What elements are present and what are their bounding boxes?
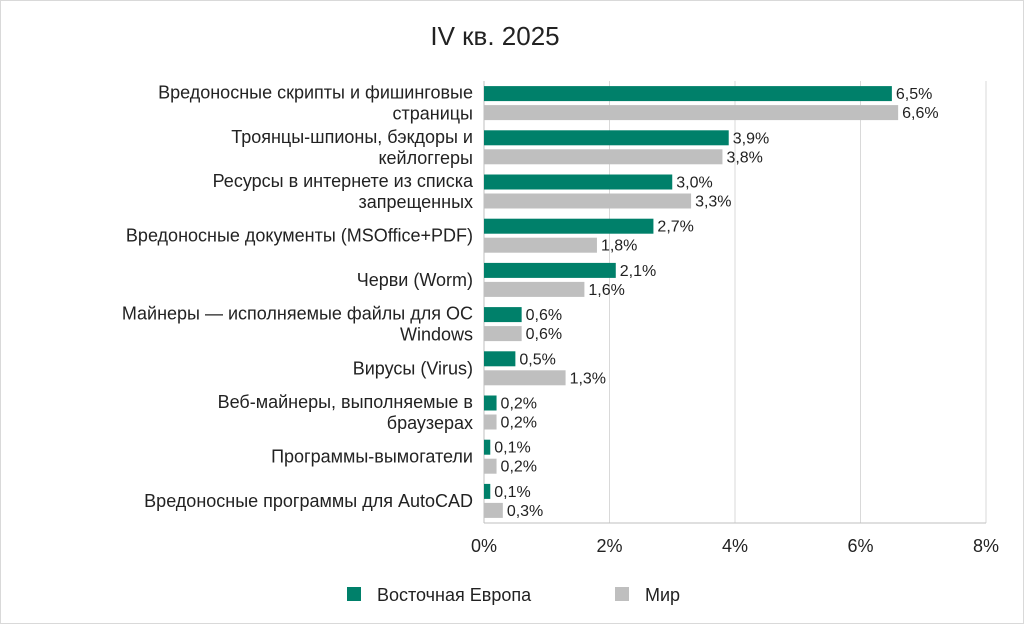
x-tick-label: 4% [722, 536, 748, 556]
category-label: Веб-майнеры, выполняемые в браузерах [218, 392, 473, 433]
bar-world [484, 502, 503, 518]
data-label: 1,6% [588, 282, 624, 299]
data-label: 0,1% [494, 484, 530, 501]
data-label: 0,6% [526, 307, 562, 324]
bar-world [484, 193, 692, 209]
data-label: 0,2% [501, 415, 537, 432]
bar-world [484, 414, 497, 430]
category-labels: Вредоносные скрипты и фишинговые страницы… [122, 83, 474, 511]
bar-eastern-europe [484, 483, 491, 499]
category-label: Троянцы-шпионы, бэкдоры и кейлоггеры [231, 127, 473, 168]
bar-world [484, 149, 723, 165]
category-label: Вирусы (Virus) [353, 358, 473, 378]
data-label: 0,5% [519, 351, 555, 368]
bar-world [484, 237, 597, 253]
legend-label: Мир [645, 585, 680, 605]
x-tick-label: 8% [973, 536, 999, 556]
category-label: Черви (Worm) [357, 270, 473, 290]
bar-world [484, 281, 585, 297]
data-label: 1,8% [601, 238, 637, 255]
bar-eastern-europe [484, 130, 729, 146]
bar-eastern-europe [484, 439, 491, 455]
legend: Восточная Европа Мир [347, 585, 680, 605]
data-label: 0,1% [494, 440, 530, 457]
bar-eastern-europe [484, 86, 892, 102]
category-label: Майнеры — исполняемые файлы для ОС Window… [122, 304, 473, 345]
data-label: 0,6% [526, 326, 562, 343]
x-axis-ticks: 0% 2% 4% 6% 8% [471, 536, 999, 556]
data-label: 3,3% [695, 194, 731, 211]
data-label: 3,9% [733, 130, 769, 147]
chart-title: IV кв. 2025 [430, 21, 559, 51]
bar-eastern-europe [484, 218, 654, 234]
data-label: 0,2% [501, 459, 537, 476]
bar-eastern-europe [484, 262, 616, 278]
data-label: 6,6% [902, 105, 938, 122]
x-tick-label: 6% [847, 536, 873, 556]
data-label: 1,3% [570, 370, 606, 387]
bar-world [484, 370, 566, 386]
category-label: Ресурсы в интернете из списка запрещенных [213, 171, 474, 212]
bar-world [484, 105, 899, 121]
data-label: 2,7% [657, 219, 693, 236]
x-tick-label: 0% [471, 536, 497, 556]
data-label: 6,5% [896, 86, 932, 103]
bar-eastern-europe [484, 351, 516, 367]
bar-world [484, 326, 522, 342]
data-label: 3,8% [726, 149, 762, 166]
category-label: Вредоносные документы (MSOffice+PDF) [126, 226, 473, 246]
bars: 6,5% 6,6% 3,9% 3,8% 3,0% 3,3%2,7% 1,8% 2,1% 1,6%… [484, 86, 939, 520]
x-tick-label: 2% [596, 536, 622, 556]
legend-label: Восточная Европа [377, 585, 532, 605]
legend-swatch-eastern-europe [347, 587, 361, 601]
data-label: 2,1% [620, 263, 656, 280]
bar-world [484, 458, 497, 474]
bar-eastern-europe [484, 174, 673, 190]
category-label: Программы-вымогатели [271, 447, 473, 467]
bar-eastern-europe [484, 307, 522, 323]
data-label: 0,3% [507, 503, 543, 520]
data-label: 0,2% [501, 396, 537, 413]
bar-eastern-europe [484, 395, 497, 411]
category-label: Вредоносные скрипты и фишинговые страницы [158, 83, 473, 124]
category-label: Вредоносные программы для AutoCAD [144, 491, 473, 511]
legend-swatch-world [615, 587, 629, 601]
data-label: 3,0% [676, 175, 712, 192]
